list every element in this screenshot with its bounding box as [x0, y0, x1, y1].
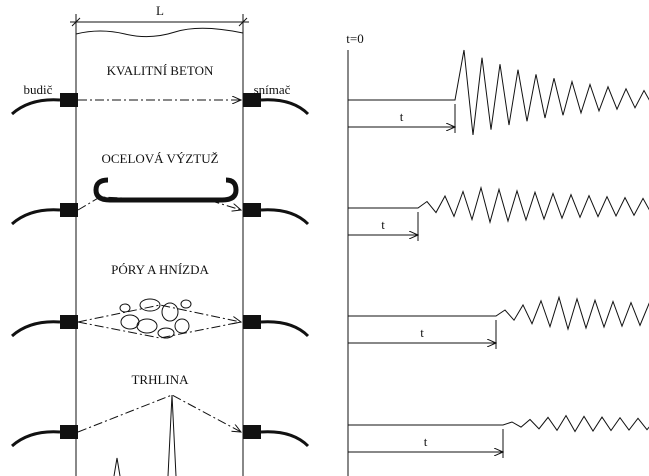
- concrete-block: [75, 27, 244, 476]
- cable: [260, 430, 310, 448]
- transmitter: [60, 93, 78, 107]
- crack: [113, 457, 121, 476]
- cable: [11, 320, 61, 338]
- cable: [260, 98, 310, 116]
- receiver-label: snímač: [254, 82, 291, 97]
- signal: [348, 414, 649, 433]
- receiver: [243, 93, 261, 107]
- signal: [348, 49, 649, 136]
- crack: [167, 394, 177, 476]
- cable: [11, 208, 61, 226]
- transmitter: [60, 425, 78, 439]
- cable: [11, 430, 61, 448]
- wave-path: [77, 394, 241, 432]
- pores: [119, 298, 192, 339]
- case-label: OCELOVÁ VÝZTUŽ: [101, 151, 218, 166]
- cable: [260, 208, 310, 226]
- receiver: [243, 425, 261, 439]
- transmitter: [60, 203, 78, 217]
- time-label: t: [381, 217, 385, 232]
- wave-path: [77, 196, 241, 210]
- receiver: [243, 315, 261, 329]
- transmitter: [60, 315, 78, 329]
- case-label: TRHLINA: [131, 372, 189, 387]
- receiver: [243, 203, 261, 217]
- signal: [348, 185, 649, 225]
- signal: [348, 295, 649, 331]
- time-label: t: [420, 325, 424, 340]
- case-label: KVALITNÍ BETON: [107, 63, 214, 78]
- rebar: [93, 177, 239, 203]
- time-zero-label: t=0: [346, 31, 363, 46]
- cable: [260, 320, 310, 338]
- time-label: t: [400, 109, 404, 124]
- wave-path: [77, 304, 241, 322]
- time-label: t: [424, 434, 428, 449]
- wave-path: [77, 321, 242, 339]
- dimension-tick: [238, 17, 248, 27]
- dimension-label: L: [156, 3, 164, 18]
- case-label: PÓRY A HNÍZDA: [111, 262, 209, 277]
- dimension-tick: [71, 17, 81, 27]
- cable: [11, 98, 61, 116]
- transmitter-label: budič: [24, 82, 53, 97]
